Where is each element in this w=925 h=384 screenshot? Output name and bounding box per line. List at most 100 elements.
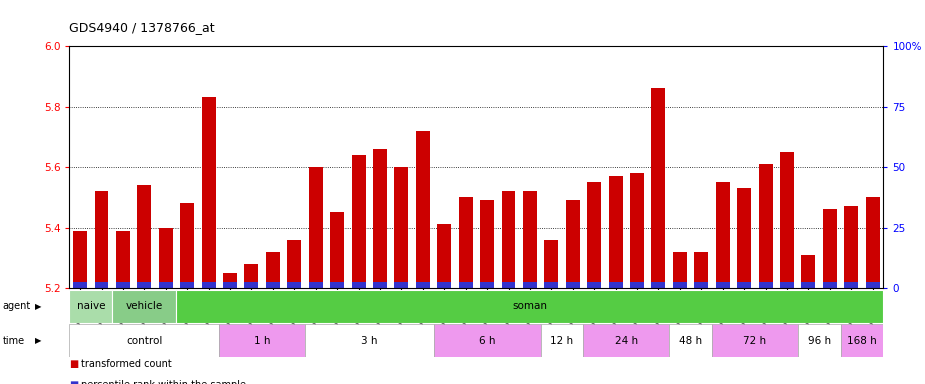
Bar	[801, 282, 815, 288]
Text: 24 h: 24 h	[615, 336, 638, 346]
Text: 72 h: 72 h	[744, 336, 767, 346]
Bar	[587, 282, 601, 288]
Bar	[737, 282, 751, 288]
Bar	[758, 164, 772, 288]
Bar	[845, 206, 858, 288]
Bar	[545, 240, 559, 288]
Bar	[545, 282, 559, 288]
Bar	[309, 167, 323, 288]
Bar	[651, 88, 665, 288]
Bar	[159, 282, 173, 288]
Bar	[780, 152, 794, 288]
Bar	[758, 282, 772, 288]
Bar	[352, 155, 365, 288]
Bar	[202, 98, 216, 288]
Bar	[94, 282, 108, 288]
Bar	[394, 167, 408, 288]
Bar	[672, 252, 687, 288]
Bar	[587, 182, 601, 288]
Bar	[841, 324, 883, 357]
Bar	[69, 324, 219, 357]
Bar	[866, 197, 880, 288]
Bar	[480, 200, 494, 288]
Bar	[223, 273, 237, 288]
Bar	[669, 324, 712, 357]
Text: 96 h: 96 h	[808, 336, 831, 346]
Bar	[180, 203, 194, 288]
Text: naive: naive	[77, 301, 105, 311]
Text: control: control	[126, 336, 163, 346]
Text: ■: ■	[69, 380, 79, 384]
Bar	[501, 191, 515, 288]
Text: ▶: ▶	[35, 302, 42, 311]
Bar	[138, 282, 152, 288]
Text: percentile rank within the sample: percentile rank within the sample	[81, 380, 246, 384]
Bar	[566, 282, 580, 288]
Text: 6 h: 6 h	[479, 336, 495, 346]
Bar	[265, 282, 280, 288]
Bar	[566, 200, 580, 288]
Bar	[716, 182, 730, 288]
Text: 3 h: 3 h	[361, 336, 377, 346]
Bar	[416, 131, 430, 288]
Bar	[373, 282, 387, 288]
Bar	[288, 240, 302, 288]
Bar	[523, 282, 536, 288]
Bar	[138, 185, 152, 288]
Bar	[780, 282, 794, 288]
Bar	[116, 282, 130, 288]
Bar	[797, 324, 841, 357]
Bar	[672, 282, 687, 288]
Text: soman: soman	[512, 301, 548, 311]
Bar	[244, 282, 258, 288]
Bar	[73, 282, 87, 288]
Bar	[609, 176, 623, 288]
Bar	[244, 264, 258, 288]
Text: GDS4940 / 1378766_at: GDS4940 / 1378766_at	[69, 21, 215, 34]
Bar	[438, 282, 451, 288]
Bar	[330, 282, 344, 288]
Bar	[69, 290, 112, 323]
Bar	[609, 282, 623, 288]
Text: 1 h: 1 h	[254, 336, 270, 346]
Text: ▶: ▶	[35, 336, 42, 345]
Bar	[330, 212, 344, 288]
Bar	[630, 282, 644, 288]
Bar	[265, 252, 280, 288]
Bar	[801, 255, 815, 288]
Text: transformed count: transformed count	[81, 359, 172, 369]
Bar	[459, 282, 473, 288]
Bar	[501, 282, 515, 288]
Bar	[712, 324, 797, 357]
Bar	[523, 191, 536, 288]
Bar	[434, 324, 540, 357]
Bar	[177, 290, 883, 323]
Bar	[584, 324, 669, 357]
Bar	[823, 209, 837, 288]
Bar	[373, 149, 387, 288]
Bar	[823, 282, 837, 288]
Bar	[459, 197, 473, 288]
Bar	[394, 282, 408, 288]
Text: 12 h: 12 h	[550, 336, 574, 346]
Bar	[416, 282, 430, 288]
Bar	[695, 252, 709, 288]
Bar	[309, 282, 323, 288]
Text: time: time	[3, 336, 25, 346]
Bar	[94, 191, 108, 288]
Bar	[737, 188, 751, 288]
Bar	[540, 324, 584, 357]
Text: agent: agent	[3, 301, 31, 311]
Bar	[630, 173, 644, 288]
Bar	[116, 230, 130, 288]
Text: ■: ■	[69, 359, 79, 369]
Text: 48 h: 48 h	[679, 336, 702, 346]
Bar	[202, 282, 216, 288]
Bar	[305, 324, 434, 357]
Bar	[159, 227, 173, 288]
Bar	[223, 282, 237, 288]
Bar	[438, 225, 451, 288]
Text: vehicle: vehicle	[126, 301, 163, 311]
Bar	[866, 282, 880, 288]
Bar	[845, 282, 858, 288]
